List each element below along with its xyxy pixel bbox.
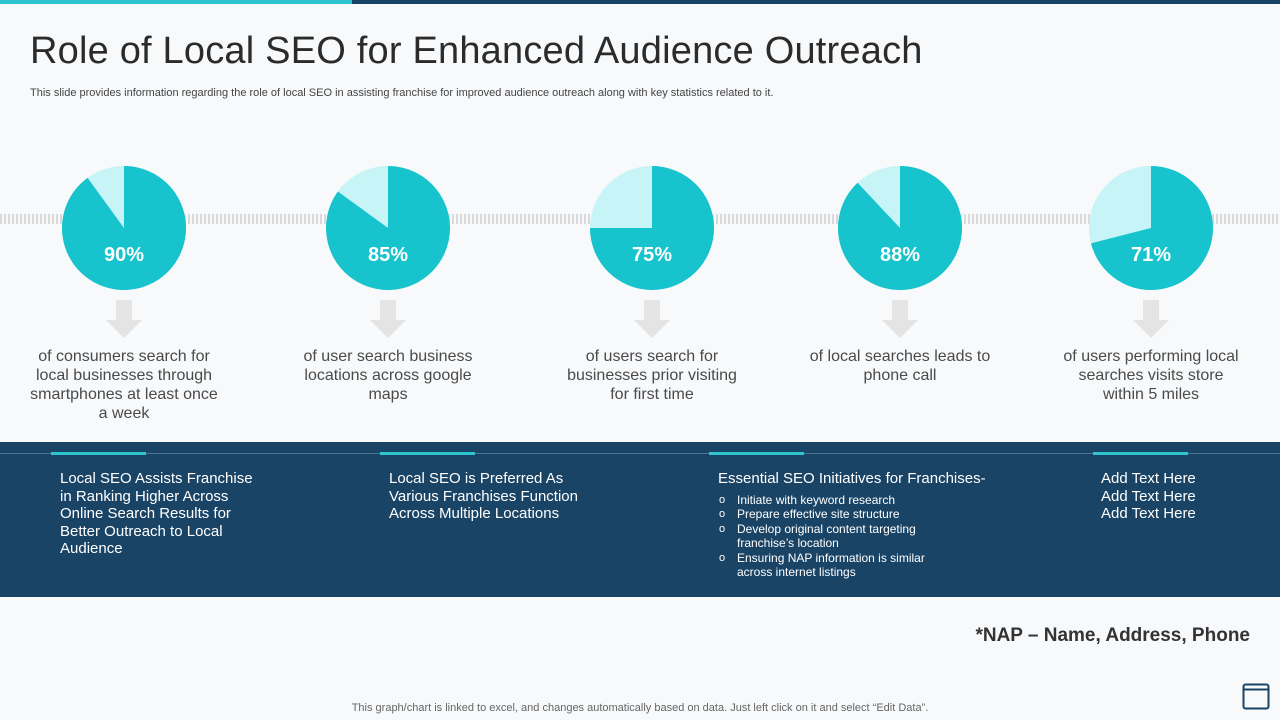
down-arrow-icon xyxy=(370,300,406,338)
pie-value-label: 85% xyxy=(368,244,408,266)
top-bar-accent xyxy=(0,0,352,4)
pie-value-label: 75% xyxy=(632,244,672,266)
list-item: Ensuring NAP information is similar acro… xyxy=(718,551,937,580)
info-band: Local SEO Assists Franchise in Ranking H… xyxy=(0,442,1280,597)
pie-slice-value xyxy=(326,166,451,290)
document-icon xyxy=(1242,683,1270,710)
pie-chart-4: 88% xyxy=(837,166,962,290)
stat-description-5: of users performing local searches visit… xyxy=(1063,348,1239,403)
stat-description-4: of local searches leads to phone call xyxy=(809,348,991,384)
seo-initiatives-list: Initiate with keyword research Prepare e… xyxy=(718,493,1018,580)
pie-charts: 90% 85% 75% 88% 71% xyxy=(62,166,1214,290)
pie-slice-value xyxy=(1090,166,1214,290)
down-arrow-icon xyxy=(882,300,918,338)
pie-slice-value xyxy=(837,166,962,290)
pie-chart-5: 71% xyxy=(1089,166,1214,290)
down-arrow-icon xyxy=(1133,300,1169,338)
pie-chart-2: 85% xyxy=(326,166,451,290)
pie-slice-value xyxy=(590,166,714,290)
band-block-2: Local SEO is Preferred As Various Franch… xyxy=(389,470,578,522)
page-subtitle: This slide provides information regardin… xyxy=(30,87,774,99)
list-item: Develop original content targeting franc… xyxy=(718,522,927,551)
placeholder-text: Add Text Here xyxy=(1101,487,1196,505)
band-tab-3 xyxy=(709,452,804,455)
nap-note: *NAP – Name, Address, Phone xyxy=(975,625,1250,646)
list-item: Prepare effective site structure xyxy=(718,507,927,522)
stat-description-1: of consumers search for local businesses… xyxy=(30,348,218,422)
placeholder-text: Add Text Here xyxy=(1101,470,1196,487)
band-block-4: Add Text Here Add Text Here Add Text Her… xyxy=(1101,470,1241,523)
placeholder-text: Add Text Here xyxy=(1101,505,1196,522)
down-arrow-icon xyxy=(634,300,670,338)
band-tab-4 xyxy=(1093,452,1188,455)
page-title: Role of Local SEO for Enhanced Audience … xyxy=(30,30,923,72)
band-tab-1 xyxy=(51,452,146,455)
pie-value-label: 71% xyxy=(1131,244,1171,266)
band-tab-2 xyxy=(380,452,475,455)
pie-value-label: 90% xyxy=(104,244,144,266)
list-item: Initiate with keyword research xyxy=(718,493,927,508)
band-rule xyxy=(0,453,1280,454)
down-arrow-icon xyxy=(106,300,142,338)
band-block-3: Essential SEO Initiatives for Franchises… xyxy=(718,470,1018,580)
top-bar xyxy=(0,0,1280,4)
stat-description-2: of user search business locations across… xyxy=(303,348,473,403)
pie-chart-1: 90% xyxy=(62,166,187,290)
band-block-1: Local SEO Assists Franchise in Ranking H… xyxy=(60,470,253,557)
band-block-3-heading: Essential SEO Initiatives for Franchises… xyxy=(718,470,986,487)
pie-chart-3: 75% xyxy=(590,166,714,290)
stat-description-3: of users search for businesses prior vis… xyxy=(567,348,737,403)
footer-note: This graph/chart is linked to excel, and… xyxy=(351,702,929,714)
pie-slice-value xyxy=(62,166,187,290)
pie-value-label: 88% xyxy=(880,244,920,266)
